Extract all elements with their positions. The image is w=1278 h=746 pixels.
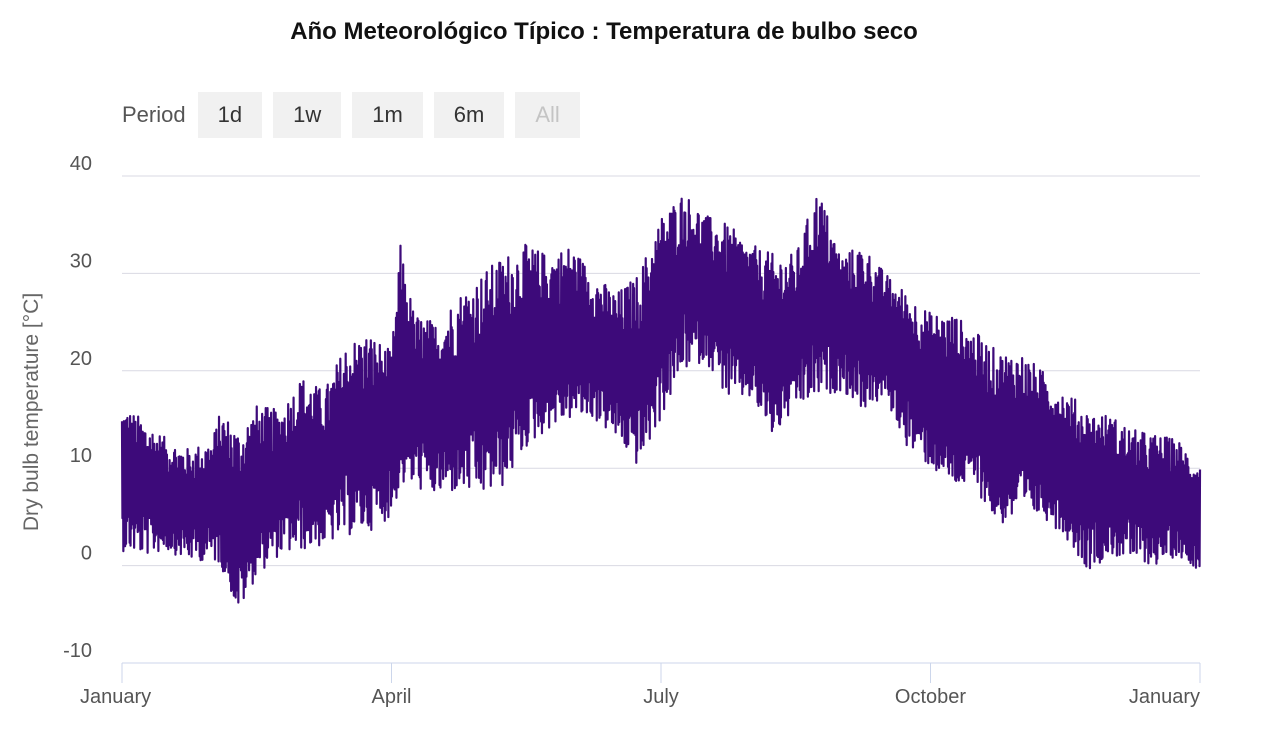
- y-tick-label: 10: [70, 445, 92, 467]
- chart-title: Año Meteorológico Típico : Temperatura d…: [290, 18, 918, 45]
- range-all-button[interactable]: All: [515, 92, 580, 138]
- range-1w-button[interactable]: 1w: [273, 92, 342, 138]
- temperature-series: [120, 197, 1202, 604]
- period-label: Period: [122, 102, 186, 127]
- x-tick-label: April: [371, 686, 411, 708]
- y-tick-label: 30: [70, 250, 92, 272]
- range-1m-button[interactable]: 1m: [352, 92, 423, 138]
- range-selector: Period 1d 1w 1m 6m All: [122, 92, 591, 138]
- x-tick-label: January: [80, 686, 151, 708]
- temperature-line: [120, 197, 1202, 604]
- x-tick-label: October: [895, 686, 966, 708]
- x-axis: January April July October January: [80, 662, 1201, 708]
- y-tick-label: -10: [63, 640, 92, 662]
- range-1d-button[interactable]: 1d: [197, 92, 263, 138]
- y-axis-title: Dry bulb temperature [°C]: [20, 293, 43, 531]
- x-tick-label: January: [1129, 686, 1200, 708]
- y-tick-label: 0: [81, 543, 92, 565]
- y-tick-label: 20: [70, 348, 92, 370]
- y-tick-labels: 40 30 20 10 0 -10: [63, 153, 92, 662]
- range-6m-button[interactable]: 6m: [433, 92, 505, 138]
- x-tick-label: July: [643, 686, 679, 708]
- y-tick-label: 40: [70, 153, 92, 175]
